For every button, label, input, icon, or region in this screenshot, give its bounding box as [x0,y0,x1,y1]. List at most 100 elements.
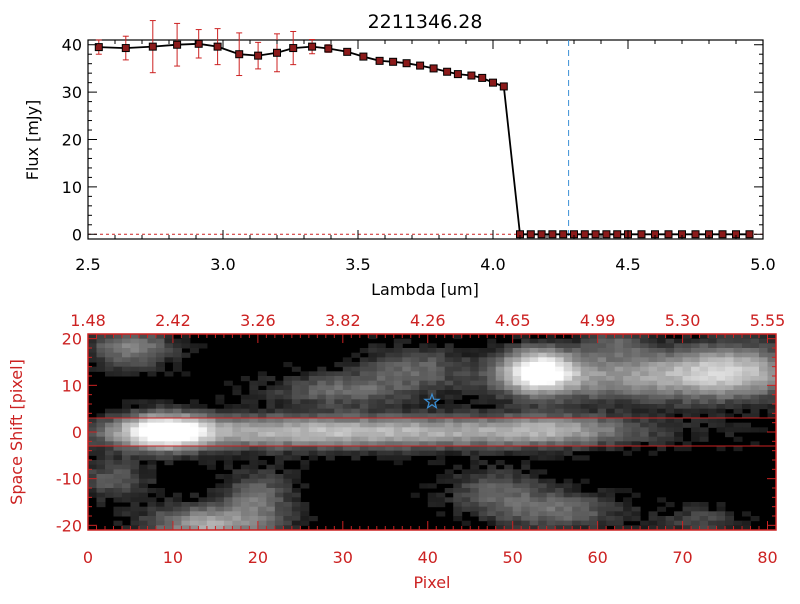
image-pixel [606,422,616,428]
image-pixel [138,450,148,456]
image-pixel [648,371,658,377]
image-pixel [691,427,701,433]
image-pixel [495,497,505,503]
image-pixel [487,399,497,405]
image-pixel [631,427,641,433]
image-pixel [181,455,191,461]
image-pixel [691,418,701,424]
image-pixel [453,376,463,382]
image-pixel [555,385,565,391]
image-pixel [164,343,174,349]
image-pixel [623,511,633,517]
image-pixel [172,506,182,512]
image-pixel [674,436,684,442]
image-pixel [453,394,463,400]
image-pixel [393,380,403,386]
image-pixel [96,357,106,363]
image-pixel [164,418,174,424]
image-pixel [538,394,548,400]
y-tick-label: -20 [56,516,82,535]
image-pixel [96,483,106,489]
image-pixel [274,502,284,508]
image-pixel [198,460,208,466]
top-wavelength-label: 4.65 [495,311,531,330]
image-pixel [257,460,267,466]
image-pixel [351,399,361,405]
image-pixel [300,516,310,522]
image-pixel [529,422,539,428]
image-pixel [206,422,216,428]
image-pixel [623,404,633,410]
image-pixel [648,394,658,400]
image-pixel [708,348,718,354]
image-pixel [563,408,573,414]
image-pixel [572,394,582,400]
image-pixel [699,427,709,433]
image-pixel [359,362,369,368]
image-pixel [419,376,429,382]
image-pixel [597,446,607,452]
image-pixel [546,446,556,452]
data-point-marker [580,230,589,239]
image-pixel [334,418,344,424]
image-pixel [495,352,505,358]
image-pixel [453,483,463,489]
image-pixel [96,348,106,354]
image-pixel [164,516,174,522]
image-pixel [104,469,114,475]
image-pixel [487,408,497,414]
image-pixel [495,488,505,494]
image-pixel [716,422,726,428]
image-pixel [580,441,590,447]
image-pixel [572,380,582,386]
image-pixel [164,460,174,466]
image-pixel [453,488,463,494]
image-pixel [529,506,539,512]
image-pixel [138,357,148,363]
image-pixel [733,427,743,433]
image-pixel [708,394,718,400]
image-pixel [674,404,684,410]
image-pixel [206,408,216,414]
image-pixel [138,506,148,512]
image-pixel [283,483,293,489]
image-pixel [138,469,148,475]
image-pixel [555,408,565,414]
image-pixel [512,446,522,452]
image-pixel [580,427,590,433]
image-pixel [461,432,471,438]
image-pixel [147,334,157,340]
image-pixel [410,348,420,354]
image-pixel [249,520,259,526]
image-pixel [368,366,378,372]
image-pixel [266,502,276,508]
image-pixel [385,455,395,461]
image-pixel [240,464,250,470]
image-pixel [410,376,420,382]
image-pixel [521,399,531,405]
image-pixel [504,446,514,452]
image-pixel [368,432,378,438]
image-pixel [708,343,718,349]
y-tick-label: 0 [72,423,82,442]
image-pixel [385,446,395,452]
image-pixel [121,511,131,517]
image-pixel [606,520,616,526]
image-pixel [283,478,293,484]
image-pixel [257,427,267,433]
image-pixel [130,446,140,452]
image-pixel [351,446,361,452]
image-pixel [138,516,148,522]
image-pixel [274,474,284,480]
image-pixel [648,399,658,405]
image-pixel [504,380,514,386]
image-pixel [215,427,225,433]
image-pixel [512,450,522,456]
image-pixel [291,432,301,438]
x-tick-label: 70 [672,548,692,567]
image-x-axis-label: Pixel [413,573,450,592]
image-pixel [453,432,463,438]
image-pixel [376,390,386,396]
image-pixel [495,366,505,372]
